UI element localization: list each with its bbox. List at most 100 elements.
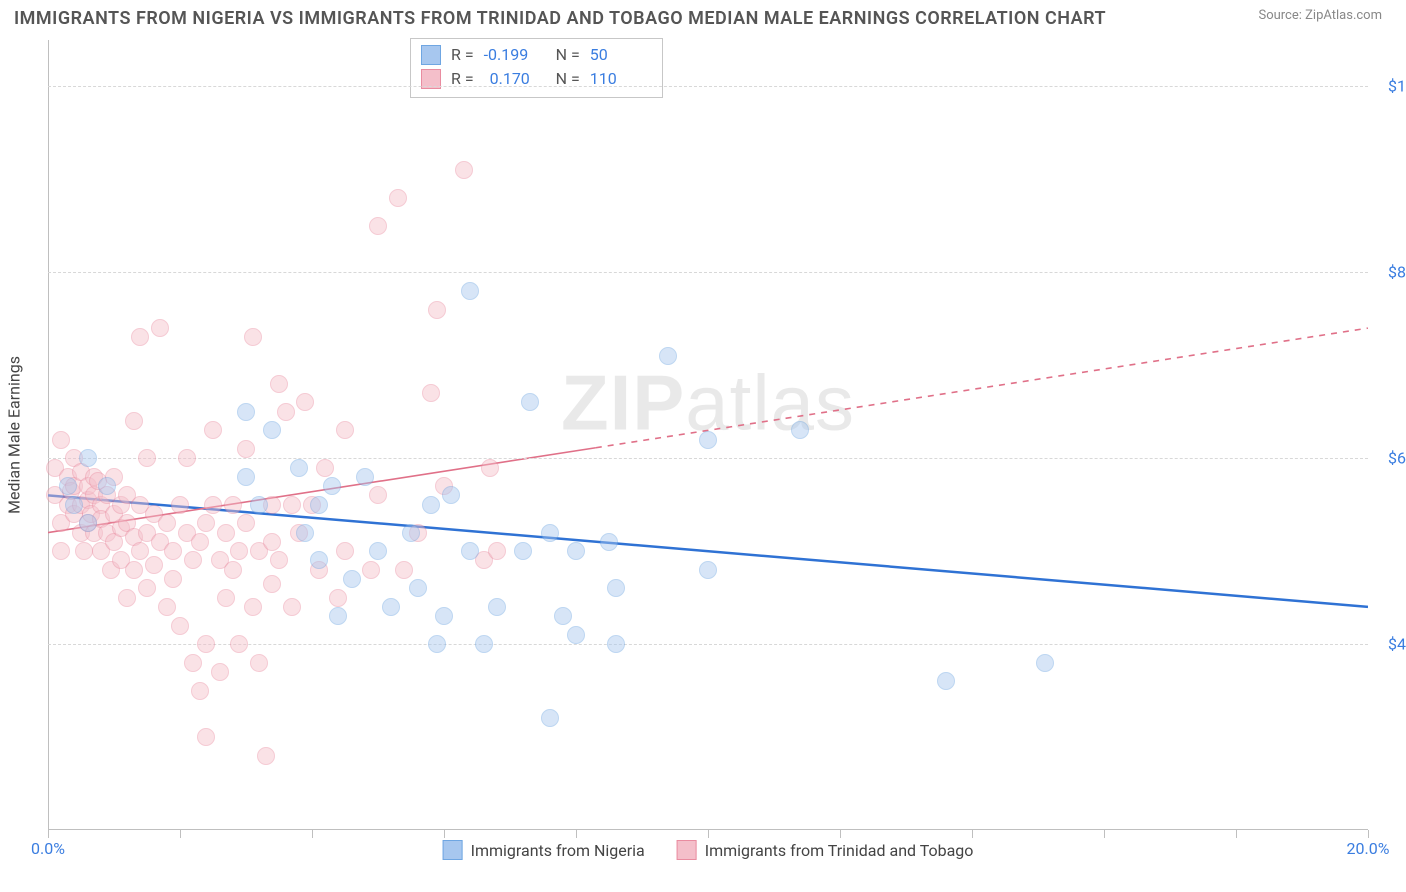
- data-point: [270, 551, 288, 569]
- data-point: [329, 607, 347, 625]
- data-point: [514, 542, 532, 560]
- data-point: [237, 514, 255, 532]
- data-point: [230, 542, 248, 560]
- x-tick: [972, 830, 973, 838]
- data-point: [138, 579, 156, 597]
- y-tick-label: $40,000: [1370, 635, 1406, 654]
- data-point: [554, 607, 572, 625]
- data-point: [230, 635, 248, 653]
- x-tick: [1368, 830, 1369, 838]
- data-point: [244, 598, 262, 616]
- data-point: [79, 514, 97, 532]
- x-tick: [312, 830, 313, 838]
- data-point: [224, 561, 242, 579]
- data-point: [52, 431, 70, 449]
- x-tick: [576, 830, 577, 838]
- data-point: [296, 393, 314, 411]
- data-point: [290, 459, 308, 477]
- x-tick: [180, 830, 181, 838]
- data-point: [937, 672, 955, 690]
- data-point: [250, 496, 268, 514]
- data-point: [197, 514, 215, 532]
- series-legend: Immigrants from Nigeria Immigrants from …: [443, 840, 974, 860]
- data-point: [422, 384, 440, 402]
- data-point: [659, 347, 677, 365]
- data-point: [125, 412, 143, 430]
- legend-swatch-nigeria: [443, 840, 463, 860]
- legend-label-trinidad: Immigrants from Trinidad and Tobago: [705, 841, 974, 860]
- data-point: [138, 449, 156, 467]
- data-point: [488, 598, 506, 616]
- gridline-h: [48, 86, 1368, 87]
- x-tick: [708, 830, 709, 838]
- y-tick-label: $100,000: [1370, 77, 1406, 96]
- data-point: [422, 496, 440, 514]
- data-point: [395, 561, 413, 579]
- x-tick: [1236, 830, 1237, 838]
- legend-swatch-trinidad: [677, 840, 697, 860]
- data-point: [125, 561, 143, 579]
- data-point: [461, 542, 479, 560]
- x-tick-label-max: 20.0%: [1347, 839, 1390, 858]
- data-point: [277, 403, 295, 421]
- data-point: [250, 654, 268, 672]
- data-point: [184, 551, 202, 569]
- legend-label-nigeria: Immigrants from Nigeria: [471, 841, 645, 860]
- data-point: [607, 579, 625, 597]
- x-tick: [48, 830, 49, 838]
- y-tick-label: $80,000: [1370, 263, 1406, 282]
- data-point: [316, 459, 334, 477]
- data-point: [329, 589, 347, 607]
- legend-item-nigeria: Immigrants from Nigeria: [443, 840, 645, 860]
- data-point: [1036, 654, 1054, 672]
- data-point: [263, 533, 281, 551]
- data-point: [270, 375, 288, 393]
- data-point: [607, 635, 625, 653]
- data-point: [244, 328, 262, 346]
- data-point: [699, 431, 717, 449]
- plot-area: Median Male Earnings ZIPatlas R = -0.199…: [48, 40, 1368, 830]
- data-point: [475, 635, 493, 653]
- data-point: [699, 561, 717, 579]
- data-point: [204, 496, 222, 514]
- r-value-nigeria: -0.199: [484, 43, 546, 67]
- data-point: [171, 617, 189, 635]
- data-point: [389, 189, 407, 207]
- data-point: [567, 626, 585, 644]
- x-tick-label-min: 0.0%: [31, 839, 65, 858]
- data-point: [263, 421, 281, 439]
- data-point: [118, 589, 136, 607]
- data-point: [435, 607, 453, 625]
- data-point: [211, 663, 229, 681]
- data-point: [178, 449, 196, 467]
- n-value-nigeria: 50: [590, 43, 652, 67]
- data-point: [310, 551, 328, 569]
- data-point: [65, 496, 83, 514]
- data-point: [310, 496, 328, 514]
- data-point: [283, 598, 301, 616]
- data-point: [541, 709, 559, 727]
- gridline-h: [48, 458, 1368, 459]
- data-point: [428, 635, 446, 653]
- data-point: [171, 496, 189, 514]
- data-point: [191, 533, 209, 551]
- source-credit: Source: ZipAtlas.com: [1258, 8, 1382, 23]
- x-tick: [1104, 830, 1105, 838]
- data-point: [336, 542, 354, 560]
- data-point: [402, 524, 420, 542]
- data-point: [442, 486, 460, 504]
- data-point: [145, 556, 163, 574]
- data-point: [600, 533, 618, 551]
- data-point: [164, 570, 182, 588]
- data-point: [323, 477, 341, 495]
- data-point: [791, 421, 809, 439]
- data-point: [131, 328, 149, 346]
- data-point: [369, 542, 387, 560]
- legend-row-nigeria: R = -0.199 N = 50: [421, 43, 652, 67]
- data-point: [184, 654, 202, 672]
- chart-title: IMMIGRANTS FROM NIGERIA VS IMMIGRANTS FR…: [14, 8, 1106, 29]
- data-point: [75, 542, 93, 560]
- data-point: [237, 468, 255, 486]
- data-point: [296, 524, 314, 542]
- data-point: [217, 589, 235, 607]
